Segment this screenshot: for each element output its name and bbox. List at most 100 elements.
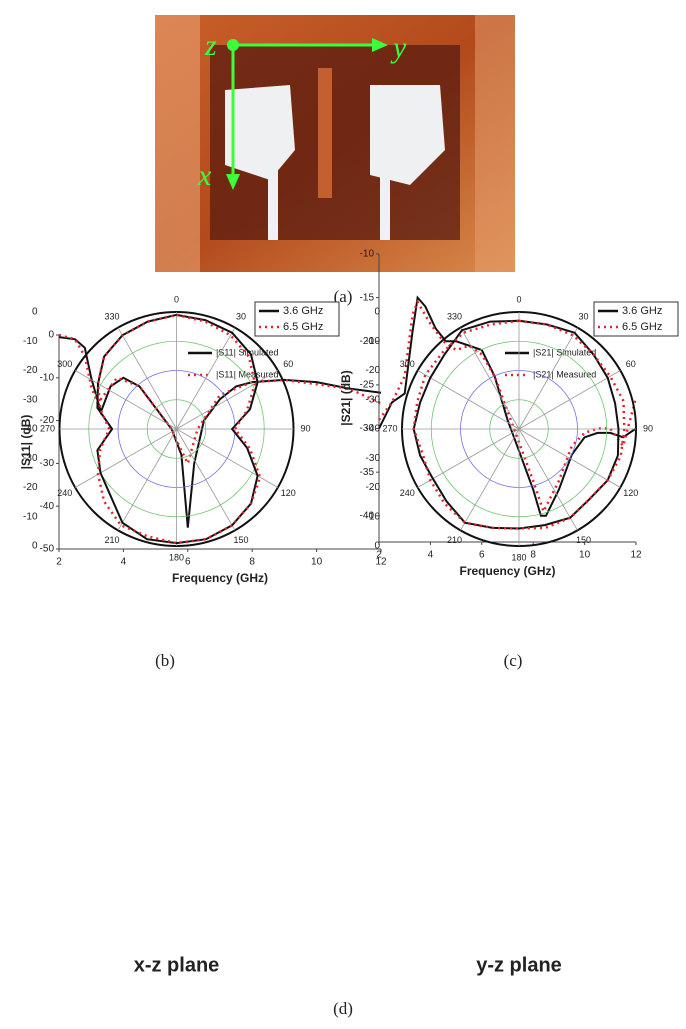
r-tick-label: -10	[23, 336, 38, 347]
r-tick-label: -30	[366, 453, 381, 464]
photo: z y x	[155, 15, 515, 272]
x-tick-label: 10	[579, 550, 591, 561]
x-tick-label: 4	[428, 550, 434, 561]
caption: (c)	[504, 651, 523, 670]
theta-tick-label: 90	[300, 423, 310, 433]
legend-label: 3.6 GHz	[283, 305, 323, 317]
y-axis-label: |S11| (dB)	[19, 415, 33, 470]
theta-tick-label: 210	[447, 535, 462, 545]
spoke	[460, 327, 520, 430]
y-tick-label: 0	[48, 330, 54, 341]
r-tick-label: 0	[32, 541, 38, 552]
theta-tick-label: 300	[400, 359, 415, 369]
caption: (a)	[334, 287, 353, 306]
y-tick-label: -25	[360, 380, 375, 391]
y-label: y	[390, 31, 407, 64]
series-line	[412, 319, 620, 530]
legend-label: 3.6 GHz	[622, 305, 662, 317]
series-line	[96, 313, 262, 545]
x-tick-label: 2	[376, 550, 382, 561]
r-tick-label: -20	[23, 365, 38, 376]
theta-tick-label: 60	[283, 359, 293, 369]
theta-tick-label: 0	[516, 294, 521, 304]
spoke	[518, 370, 621, 430]
legend-label: |S21| Measured	[533, 369, 596, 379]
theta-tick-label: 0	[174, 294, 179, 304]
chart-title: x-z plane	[134, 954, 220, 976]
theta-tick-label: 150	[233, 535, 248, 545]
r-tick-label: -30	[366, 394, 381, 405]
theta-tick-label: 270	[40, 423, 55, 433]
legend-label: |S21| Simulated	[533, 347, 596, 357]
caption: (d)	[333, 999, 353, 1018]
y-tick-label: -50	[40, 544, 55, 555]
r-tick-label: -10	[23, 511, 38, 522]
legend-label: 6.5 GHz	[622, 321, 662, 333]
r-tick-label: -20	[366, 482, 381, 493]
y-tick-label: -20	[360, 336, 375, 347]
z-label: z	[204, 29, 217, 62]
series-line	[58, 336, 382, 528]
legend-label: |S11| Simulated	[216, 347, 279, 357]
spoke	[176, 428, 236, 531]
y-tick-label: -30	[40, 458, 55, 469]
y-tick-label: -40	[360, 510, 375, 521]
r-tick-label: -40	[366, 424, 381, 435]
theta-tick-label: 240	[400, 488, 415, 498]
spoke	[518, 428, 578, 531]
spoke	[176, 327, 236, 430]
spoke	[117, 428, 177, 531]
x-tick-label: 6	[479, 550, 485, 561]
theta-tick-label: 300	[57, 359, 72, 369]
r-tick-label: -20	[23, 482, 38, 493]
spoke	[176, 428, 279, 488]
spoke	[176, 370, 279, 430]
origin	[227, 39, 239, 51]
y-axis-label: |S21| (dB)	[339, 370, 353, 425]
r-tick-label: 0	[374, 307, 380, 318]
r-tick-label: -30	[23, 394, 38, 405]
y-tick-label: -40	[40, 501, 55, 512]
spoke	[417, 428, 520, 488]
x-tick-label: 8	[530, 550, 536, 561]
series-line	[58, 333, 382, 467]
x-tick-label: 12	[630, 550, 642, 561]
y-tick-label: -35	[360, 467, 375, 478]
x-tick-label: 12	[375, 557, 387, 568]
r-tick-label: 0	[374, 541, 380, 552]
theta-tick-label: 90	[643, 423, 653, 433]
y-tick-label: -15	[360, 292, 375, 303]
r-tick-label: 0	[32, 307, 38, 318]
theta-tick-label: 270	[382, 423, 397, 433]
y-arrowhead	[372, 38, 388, 52]
r-tick-label: -10	[366, 336, 381, 347]
theta-tick-label: 30	[236, 312, 246, 322]
spoke	[460, 428, 520, 531]
theta-tick-label: 210	[104, 535, 119, 545]
x-tick-label: 6	[185, 557, 191, 568]
r-tick-label: -20	[366, 365, 381, 376]
spoke	[117, 327, 177, 430]
finger-right	[475, 15, 515, 272]
caption: (b)	[155, 651, 175, 670]
y-tick-label: -30	[360, 423, 375, 434]
x-axis-label: Frequency (GHz)	[459, 564, 555, 578]
chart-title: y-z plane	[476, 954, 562, 976]
finger-left	[155, 15, 200, 272]
y-tick-label: -20	[40, 415, 55, 426]
y-tick-label: -10	[360, 249, 375, 260]
theta-tick-label: 120	[281, 488, 296, 498]
r-tick-label: -30	[23, 453, 38, 464]
r-tick-label: -40	[23, 424, 38, 435]
r-tick-label: -10	[366, 511, 381, 522]
theta-tick-label: 30	[578, 312, 588, 322]
x-tick-label: 10	[311, 557, 323, 568]
feed-right	[380, 150, 390, 240]
legend-label: 6.5 GHz	[283, 321, 323, 333]
y-tick-label: -10	[40, 372, 55, 383]
feed-left	[268, 150, 278, 240]
theta-tick-label: 180	[511, 552, 526, 562]
x-tick-label: 2	[56, 557, 62, 568]
